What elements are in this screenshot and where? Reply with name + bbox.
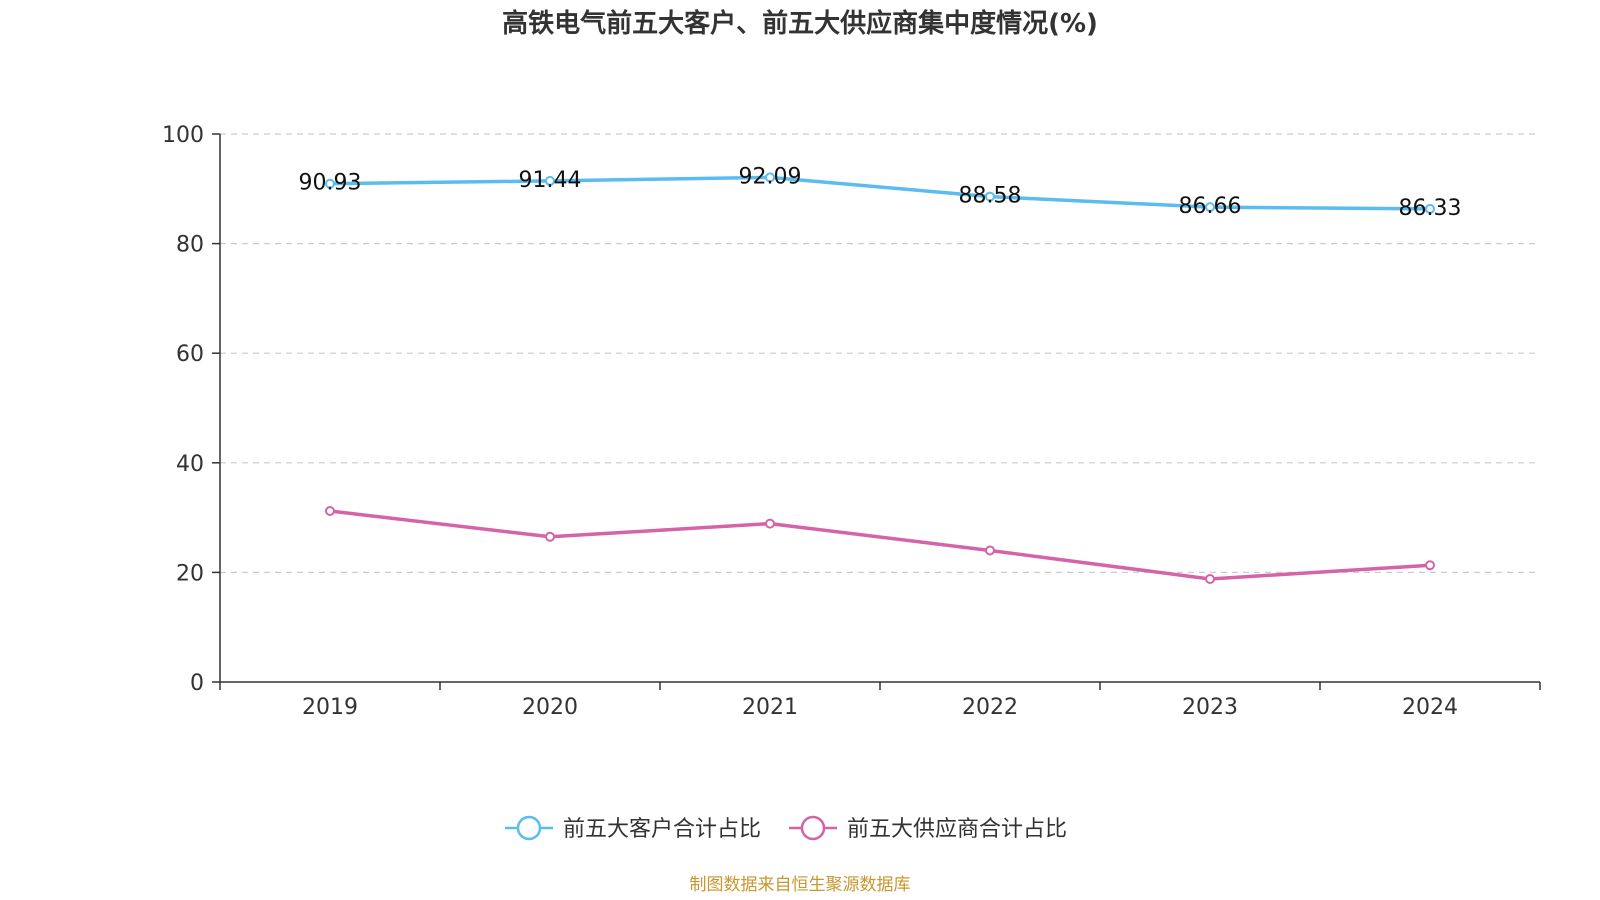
series-line xyxy=(329,509,1431,581)
x-tick-label: 2022 xyxy=(962,695,1018,720)
data-point xyxy=(545,175,555,186)
legend-label: 前五大客户合计占比 xyxy=(563,817,761,842)
data-point xyxy=(325,178,335,189)
y-tick-label: 60 xyxy=(176,342,204,367)
y-tick-label: 20 xyxy=(176,561,204,586)
legend-marker-icon xyxy=(516,815,542,841)
x-tick-label: 2020 xyxy=(522,695,578,720)
data-point xyxy=(765,172,775,183)
data-point xyxy=(1205,573,1215,584)
data-point xyxy=(985,545,995,556)
y-tick-label: 100 xyxy=(162,123,204,148)
data-label: 90.93 xyxy=(299,171,362,196)
data-point xyxy=(545,531,555,542)
y-tick-label: 40 xyxy=(176,452,204,477)
data-label: 92.09 xyxy=(739,164,802,189)
y-tick-label: 0 xyxy=(190,671,204,696)
data-label: 91.44 xyxy=(519,168,582,193)
series-line xyxy=(329,175,1431,211)
data-label: 86.33 xyxy=(1399,196,1462,221)
data-point xyxy=(1205,202,1215,213)
data-label: 88.58 xyxy=(959,184,1022,209)
y-tick-label: 80 xyxy=(176,233,204,258)
x-tick-label: 2023 xyxy=(1182,695,1238,720)
data-label: 86.66 xyxy=(1179,194,1242,219)
data-point xyxy=(1425,560,1435,571)
x-tick-label: 2021 xyxy=(742,695,798,720)
data-point xyxy=(765,518,775,529)
data-point xyxy=(325,506,335,517)
x-tick-label: 2019 xyxy=(302,695,358,720)
chart-title: 高铁电气前五大客户、前五大供应商集中度情况(%) xyxy=(502,8,1098,39)
data-point xyxy=(1425,203,1435,214)
legend-label: 前五大供应商合计占比 xyxy=(847,817,1067,842)
legend-marker-icon xyxy=(800,815,826,841)
source-note: 制图数据来自恒生聚源数据库 xyxy=(690,875,911,895)
x-tick-label: 2024 xyxy=(1402,695,1458,720)
data-point xyxy=(985,191,995,202)
